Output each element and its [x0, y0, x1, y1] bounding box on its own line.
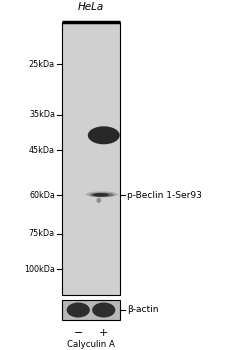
- Text: 75kDa: 75kDa: [29, 229, 55, 238]
- Text: +: +: [99, 328, 108, 338]
- Text: p-Beclin 1-Ser93: p-Beclin 1-Ser93: [126, 191, 201, 200]
- Text: 60kDa: 60kDa: [29, 191, 55, 200]
- Ellipse shape: [66, 302, 90, 317]
- Text: Calyculin A: Calyculin A: [67, 340, 114, 349]
- Text: −: −: [73, 328, 83, 338]
- Text: 45kDa: 45kDa: [29, 146, 55, 155]
- Ellipse shape: [87, 126, 119, 144]
- Ellipse shape: [92, 302, 115, 317]
- Text: HeLa: HeLa: [78, 2, 104, 12]
- Ellipse shape: [89, 193, 113, 197]
- Ellipse shape: [96, 198, 101, 203]
- Ellipse shape: [92, 193, 108, 197]
- Ellipse shape: [85, 191, 117, 197]
- Text: 100kDa: 100kDa: [24, 265, 55, 274]
- FancyBboxPatch shape: [62, 22, 120, 295]
- Text: 25kDa: 25kDa: [29, 60, 55, 69]
- Text: β-actin: β-actin: [126, 306, 158, 315]
- FancyBboxPatch shape: [62, 300, 120, 320]
- Text: 35kDa: 35kDa: [29, 110, 55, 119]
